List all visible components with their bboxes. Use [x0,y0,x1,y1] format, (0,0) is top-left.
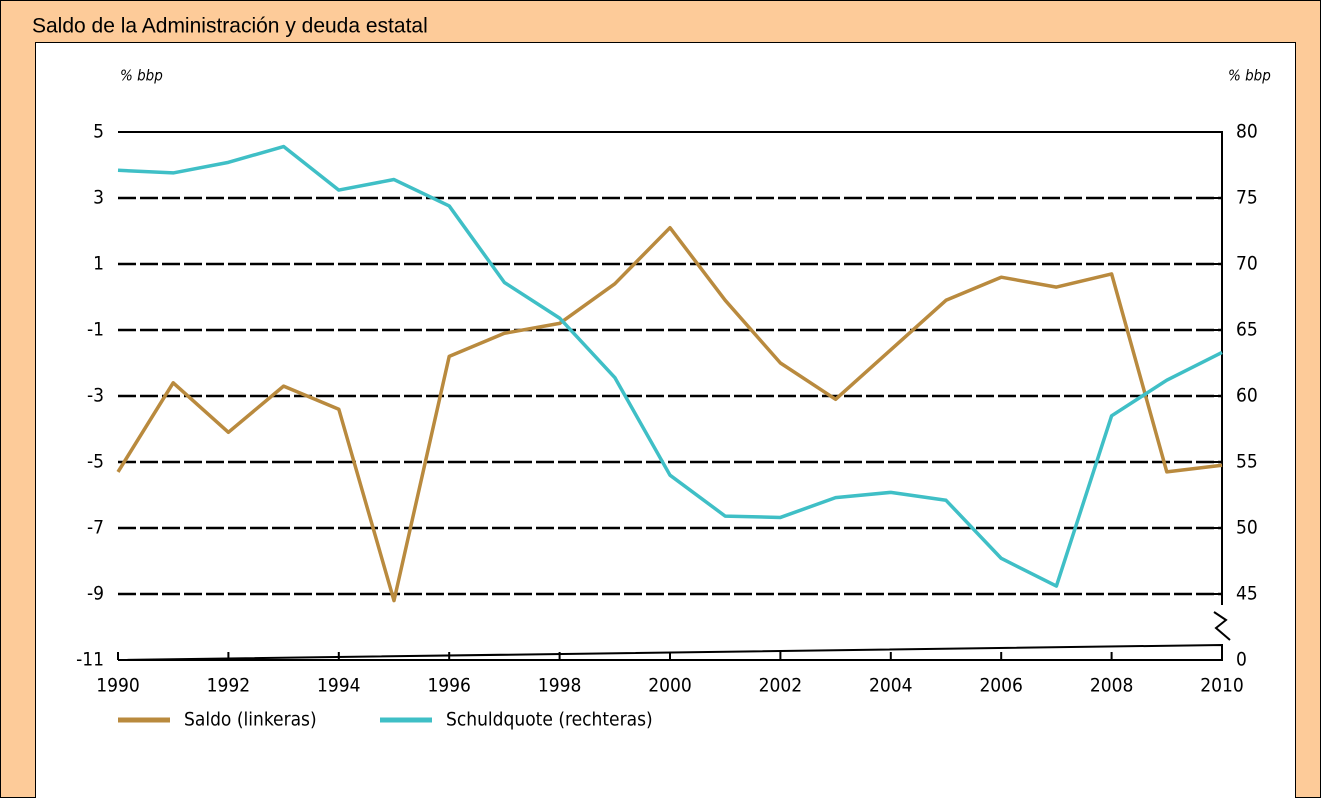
x-tick-label: 2008 [1090,675,1134,697]
line-series [117,144,1223,588]
x-tick-label: 1998 [538,675,582,697]
x-tick-label: 2004 [869,675,913,697]
y2-axis-label: % bbp [1228,67,1271,85]
y-axis-label: % bbp [120,67,163,85]
x-tick-label: 1992 [207,675,251,697]
x-tick-label: 1990 [96,675,140,697]
line-series [116,225,1223,603]
y-tick-label: -1 [87,319,104,341]
y-tick-label: -9 [87,583,104,605]
x-tick-label: 2000 [648,675,692,697]
chart-title: Saldo de la Administración y deuda estat… [32,15,428,38]
legend-label: Saldo (linkeras) [184,709,317,731]
y-tick-label: -11 [76,649,104,671]
y-tick-label: -3 [87,385,104,407]
x-tick-label: 2010 [1200,675,1244,697]
y2-tick-label: 65 [1236,319,1258,341]
y-tick-label: -5 [87,451,104,473]
y2-tick-label: 45 [1236,583,1258,605]
x-tick-label: 2002 [759,675,803,697]
axis-break [1213,611,1231,641]
y2-tick-label: 0 [1236,649,1247,671]
y-tick-label: 3 [93,187,104,209]
y2-tick-label: 70 [1236,253,1258,275]
y-tick-label: 5 [93,121,104,143]
y-tick-label: -7 [87,517,104,539]
legend-label: Schuldquote (rechteras) [446,709,653,731]
y2-tick-label: 75 [1236,187,1258,209]
y2-tick-label: 60 [1236,385,1258,407]
y-tick-label: 1 [93,253,104,275]
y2-tick-label: 80 [1236,121,1258,143]
x-tick-label: 1994 [317,675,361,697]
x-tick-label: 2006 [979,675,1023,697]
plot-border [117,131,1223,661]
x-tick-label: 1996 [427,675,471,697]
y2-tick-label: 50 [1236,517,1258,539]
y2-tick-label: 55 [1236,451,1258,473]
